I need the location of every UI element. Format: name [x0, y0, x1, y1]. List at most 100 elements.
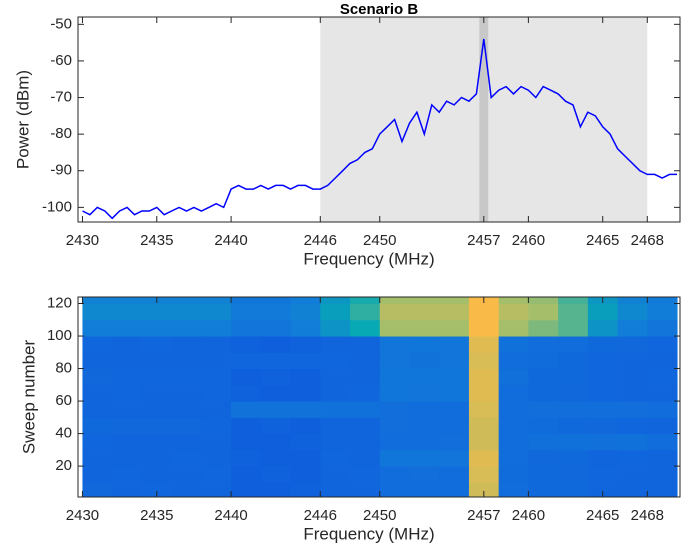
- heatmap-cell: [558, 466, 589, 483]
- heatmap-cell: [379, 368, 410, 386]
- heatmap-cell: [439, 482, 470, 498]
- heatmap-cell: [528, 433, 559, 451]
- heatmap-cell: [231, 482, 262, 498]
- heatmap-cell: [409, 303, 440, 321]
- heatmap-cell: [112, 384, 143, 402]
- x-tick-label: 2440: [214, 232, 247, 249]
- heatmap-cell: [141, 482, 173, 498]
- heatmap-cell: [647, 417, 678, 435]
- heatmap-cell: [320, 401, 351, 418]
- heatmap-cell: [528, 297, 559, 305]
- heatmap-cell: [498, 449, 529, 467]
- heatmap-cell: [350, 433, 381, 451]
- heatmap-cell: [409, 433, 440, 451]
- y-tick-label: -90: [50, 162, 72, 179]
- heatmap-cell: [468, 336, 500, 353]
- heatmap-cell: [587, 401, 619, 418]
- heatmap-cell: [350, 449, 381, 467]
- x-tick-label: 2430: [66, 232, 99, 249]
- heatmap-cell: [558, 482, 589, 498]
- x-tick-label: 2450: [363, 232, 396, 249]
- heatmap-cell: [409, 449, 440, 467]
- heatmap-cell: [231, 352, 262, 370]
- heatmap-cell: [587, 482, 619, 498]
- heatmap-cell: [617, 466, 648, 483]
- heatmap-cell: [112, 482, 143, 498]
- heatmap-cell: [290, 303, 321, 321]
- y-tick-label: -60: [50, 52, 72, 69]
- heatmap-cell: [468, 417, 500, 435]
- heatmap-cell: [617, 417, 648, 435]
- heatmap-cell: [350, 352, 381, 370]
- heatmap-cell: [528, 449, 559, 467]
- heatmap-cell: [617, 303, 648, 321]
- heatmap-cell: [409, 368, 440, 386]
- heatmap-cell: [439, 466, 470, 483]
- heatmap-cell: [290, 368, 321, 386]
- heatmap-cell: [231, 336, 262, 353]
- y-axis-label: Power (dBm): [13, 70, 32, 169]
- heatmap-cell: [379, 384, 410, 402]
- heatmap-cell: [587, 368, 619, 386]
- power-line: [82, 38, 677, 220]
- heatmap-cell: [409, 319, 440, 337]
- x-tick-label: 2460: [512, 232, 545, 249]
- heatmap-cell: [290, 352, 321, 370]
- x-tick-label: 2460: [512, 507, 545, 524]
- heatmap-cell: [82, 482, 113, 498]
- heatmap-cell: [647, 466, 678, 483]
- heatmap-cell: [141, 449, 173, 467]
- heatmap-cell: [409, 466, 440, 483]
- heatmap-cell: [528, 368, 559, 386]
- heatmap-cell: [141, 466, 173, 483]
- x-tick-label: 2457: [467, 507, 500, 524]
- heatmap-cell: [320, 482, 351, 498]
- heatmap-cell: [290, 401, 321, 418]
- heatmap-cell: [201, 433, 232, 451]
- heatmap-cell: [141, 417, 173, 435]
- heatmap-cell: [201, 482, 232, 498]
- heatmap-cell: [558, 352, 589, 370]
- heatmap-cell: [647, 303, 678, 321]
- heatmap-cell: [201, 319, 232, 337]
- heatmap-cell: [171, 449, 202, 467]
- heatmap-cell: [558, 401, 589, 418]
- heatmap-cell: [231, 297, 262, 305]
- heatmap-cell: [231, 368, 262, 386]
- heatmap-cell: [498, 466, 529, 483]
- heatmap-cell: [498, 401, 529, 418]
- heatmap-cell: [558, 384, 589, 402]
- heatmap-cell: [350, 401, 381, 418]
- heatmap-cell: [141, 352, 173, 370]
- heatmap-cell: [587, 466, 619, 483]
- heatmap-cell: [468, 368, 500, 386]
- axes-box: [77, 296, 681, 498]
- heatmap-cell: [82, 336, 113, 353]
- heatmap-cell: [290, 433, 321, 451]
- heatmap-cell: [528, 319, 559, 337]
- heatmap-cell: [320, 417, 351, 435]
- heatmap-cell: [320, 319, 351, 337]
- y-tick-label: 20: [55, 457, 72, 474]
- heatmap-cell: [647, 368, 678, 386]
- heatmap-cell: [320, 384, 351, 402]
- heatmap-cell: [558, 368, 589, 386]
- heatmap-cell: [647, 319, 678, 337]
- heatmap-cell: [290, 482, 321, 498]
- heatmap-cell: [260, 303, 292, 321]
- heatmap-cell: [171, 482, 202, 498]
- heatmap-cell: [171, 368, 202, 386]
- x-tick-label: 2430: [66, 507, 99, 524]
- heatmap-cell: [141, 368, 173, 386]
- heatmap-cell: [439, 449, 470, 467]
- heatmap-cell: [468, 384, 500, 402]
- heatmap-cell: [528, 417, 559, 435]
- heatmap-cell: [112, 466, 143, 483]
- heatmap-cell: [112, 319, 143, 337]
- heatmap-cell: [350, 368, 381, 386]
- heatmap-cell: [112, 352, 143, 370]
- heatmap-cell: [468, 433, 500, 451]
- heatmap-cell: [112, 401, 143, 418]
- heatmap-cell: [409, 417, 440, 435]
- heatmap-cell: [468, 401, 500, 418]
